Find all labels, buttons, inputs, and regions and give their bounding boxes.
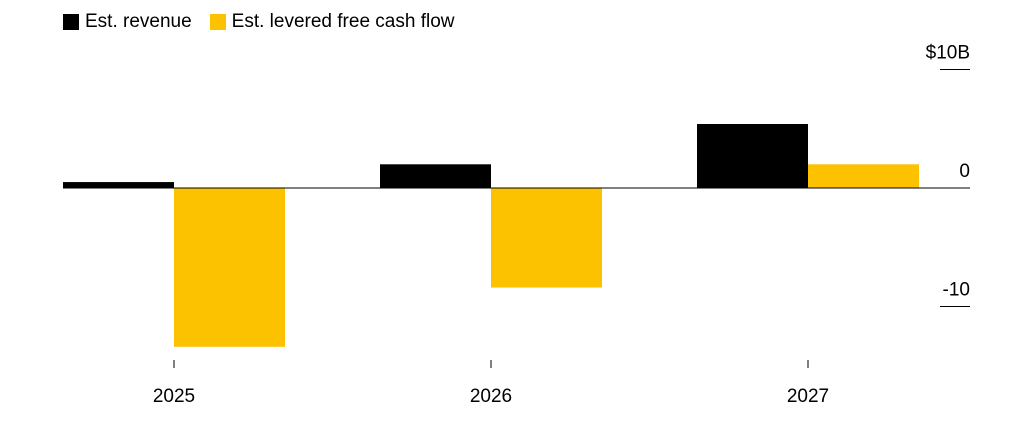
legend-swatch-revenue xyxy=(63,14,79,30)
y-tick-label: -10 xyxy=(943,280,970,301)
bar-revenue-2026 xyxy=(380,164,491,188)
legend-label-fcf: Est. levered free cash flow xyxy=(231,11,455,32)
legend-item-revenue: Est. revenue xyxy=(63,11,192,33)
bar-fcf-2027 xyxy=(808,164,919,188)
bar-fcf-2026 xyxy=(491,188,602,288)
x-tick-label: 2027 xyxy=(787,386,829,407)
x-tick-label: 2025 xyxy=(153,386,195,407)
bar-revenue-2027 xyxy=(697,124,808,188)
chart-legend: Est. revenue Est. levered free cash flow xyxy=(63,11,473,33)
y-tick-label: 0 xyxy=(959,161,970,182)
bar-fcf-2025 xyxy=(174,188,285,347)
legend-label-revenue: Est. revenue xyxy=(85,11,192,32)
y-tick-label: $10B xyxy=(926,43,970,64)
x-tick-label: 2026 xyxy=(470,386,512,407)
legend-swatch-fcf xyxy=(209,14,226,30)
bar-revenue-2025 xyxy=(63,182,174,188)
legend-item-fcf: Est. levered free cash flow xyxy=(209,11,455,33)
